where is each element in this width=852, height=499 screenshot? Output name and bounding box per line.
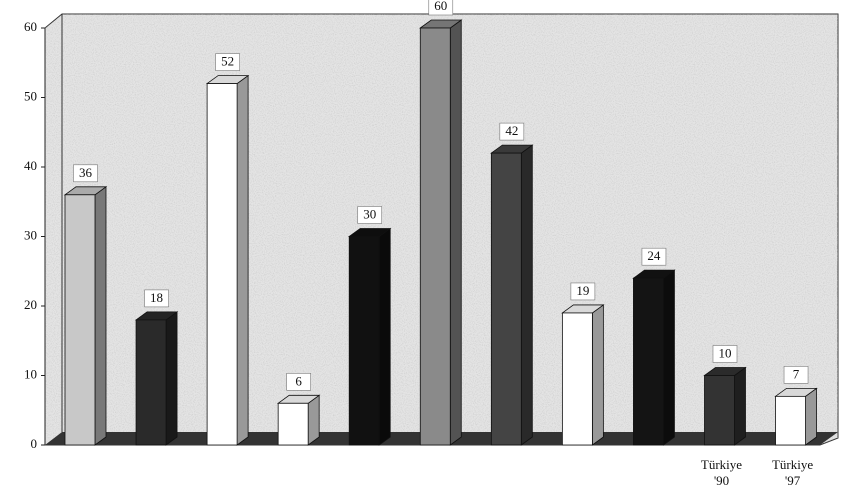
- bar: [276, 394, 321, 446]
- bar: [419, 19, 463, 446]
- bar: [561, 304, 605, 446]
- value-label-box: [570, 282, 596, 301]
- value-label: 7: [793, 366, 800, 381]
- bar-front: [206, 83, 238, 446]
- bar-side: [378, 227, 391, 446]
- bar-side: [307, 394, 320, 446]
- value-label: 10: [718, 345, 731, 360]
- x-tick-label: Türkiye '90: [701, 457, 742, 488]
- bar-side: [805, 387, 817, 446]
- bar-front: [490, 152, 522, 446]
- bar: [63, 186, 108, 446]
- value-label-box: [641, 247, 667, 266]
- value-label: 24: [647, 248, 661, 263]
- value-label-box: [73, 164, 98, 183]
- value-label: 60: [434, 0, 447, 13]
- y-tick-label: 60: [24, 19, 37, 34]
- x-tick-label: Türkiye '97: [772, 457, 813, 488]
- bar-side: [94, 186, 107, 446]
- bar-front: [704, 375, 735, 446]
- value-label: 19: [576, 283, 589, 298]
- value-label-box: [428, 0, 454, 16]
- bar-side: [165, 311, 178, 446]
- bar-front: [348, 236, 380, 446]
- value-label-box: [357, 206, 383, 224]
- bar: [632, 269, 676, 446]
- value-label: 36: [79, 165, 93, 180]
- bar-front: [633, 277, 664, 446]
- value-label-box: [144, 289, 169, 308]
- bar-front: [561, 312, 593, 446]
- bar-side: [591, 304, 604, 446]
- value-label: 6: [295, 373, 302, 388]
- bar: [703, 366, 747, 446]
- y-tick-label: 40: [24, 158, 37, 173]
- bar-side: [236, 74, 249, 446]
- value-label-box: [712, 345, 738, 363]
- bar-front: [419, 27, 451, 446]
- bar: [347, 227, 392, 446]
- bar-front: [775, 395, 806, 446]
- bar: [205, 74, 250, 446]
- value-label: 52: [221, 54, 234, 69]
- y-tick-label: 10: [24, 366, 37, 381]
- bar-front: [135, 319, 167, 446]
- y-tick-label: 0: [31, 436, 38, 451]
- value-label: 18: [150, 290, 163, 305]
- bar: [134, 311, 179, 446]
- bar-side: [449, 19, 462, 446]
- bar-side: [520, 144, 533, 446]
- value-label-box: [286, 372, 311, 391]
- bar: [490, 144, 534, 446]
- value-label-box: [783, 366, 809, 384]
- value-label-box: [215, 53, 240, 71]
- value-label: 30: [363, 206, 376, 221]
- value-label-box: [499, 122, 525, 141]
- bar-side: [663, 269, 675, 446]
- bar-front: [64, 194, 96, 446]
- value-label: 42: [505, 123, 518, 138]
- y-tick-label: 50: [24, 88, 37, 103]
- bar-side: [734, 366, 746, 446]
- y-tick-label: 30: [24, 227, 37, 242]
- bar: [774, 387, 818, 446]
- bar-front: [277, 402, 309, 446]
- y-tick-label: 20: [24, 297, 37, 312]
